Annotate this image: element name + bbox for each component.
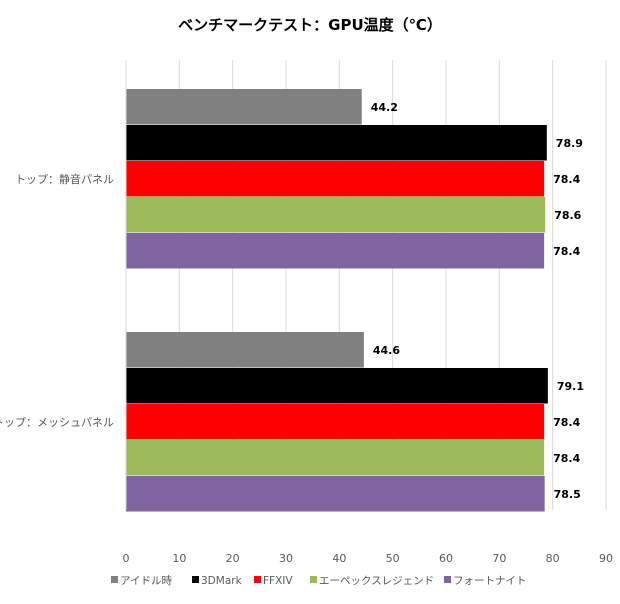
x-tick-label: 0 <box>123 552 130 565</box>
chart-title: ベンチマークテスト：GPU温度（℃） <box>178 16 442 34</box>
bar <box>126 332 364 368</box>
bar <box>126 125 547 161</box>
bar <box>126 89 362 125</box>
x-tick-label: 40 <box>332 552 346 565</box>
x-tick-label: 50 <box>386 552 400 565</box>
legend-swatch <box>254 576 261 583</box>
bar <box>126 161 545 197</box>
bar <box>126 197 546 233</box>
data-label: 44.6 <box>373 344 400 357</box>
legend-label: 3DMark <box>201 575 243 587</box>
legend-swatch <box>310 576 317 583</box>
data-label: 78.5 <box>554 488 581 501</box>
data-label: 78.4 <box>553 416 580 429</box>
legend-label: アイドル時 <box>120 575 172 587</box>
x-tick-label: 80 <box>546 552 560 565</box>
data-label: 78.4 <box>553 452 580 465</box>
legend-label: FFXIV <box>263 575 293 587</box>
data-label: 78.6 <box>554 209 581 222</box>
legend-swatch <box>111 576 118 583</box>
x-tick-label: 30 <box>279 552 293 565</box>
bar <box>126 476 545 512</box>
legend-swatch <box>192 576 199 583</box>
bars <box>126 89 548 512</box>
data-label: 79.1 <box>557 380 584 393</box>
bar <box>126 233 545 269</box>
legend-label: エーペックスレジェンド <box>319 575 434 587</box>
x-tick-label: 60 <box>439 552 453 565</box>
y-category-label: トップ：静音パネル <box>15 172 114 186</box>
bar <box>126 368 548 404</box>
x-tick-label: 90 <box>599 552 613 565</box>
bar <box>126 404 545 440</box>
data-label: 78.9 <box>556 137 583 150</box>
x-tick-label: 10 <box>172 552 186 565</box>
bar <box>126 440 545 476</box>
data-labels: 44.2 78.9 78.4 78.6 78.4 44.6 79.1 78.4 78.4 78.5 <box>371 101 584 501</box>
data-label: 44.2 <box>371 101 398 114</box>
x-tick-label: 70 <box>492 552 506 565</box>
legend-swatch <box>444 576 451 583</box>
data-label: 78.4 <box>553 245 580 258</box>
data-label: 78.4 <box>553 173 580 186</box>
legend-label: フォートナイト <box>453 575 527 587</box>
y-category-label: トップ：メッシュパネル <box>0 416 114 429</box>
x-tick-label: 20 <box>226 552 240 565</box>
legend: アイドル時 3DMark FFXIV エーペックスレジェンド フォートナイト <box>111 575 527 587</box>
